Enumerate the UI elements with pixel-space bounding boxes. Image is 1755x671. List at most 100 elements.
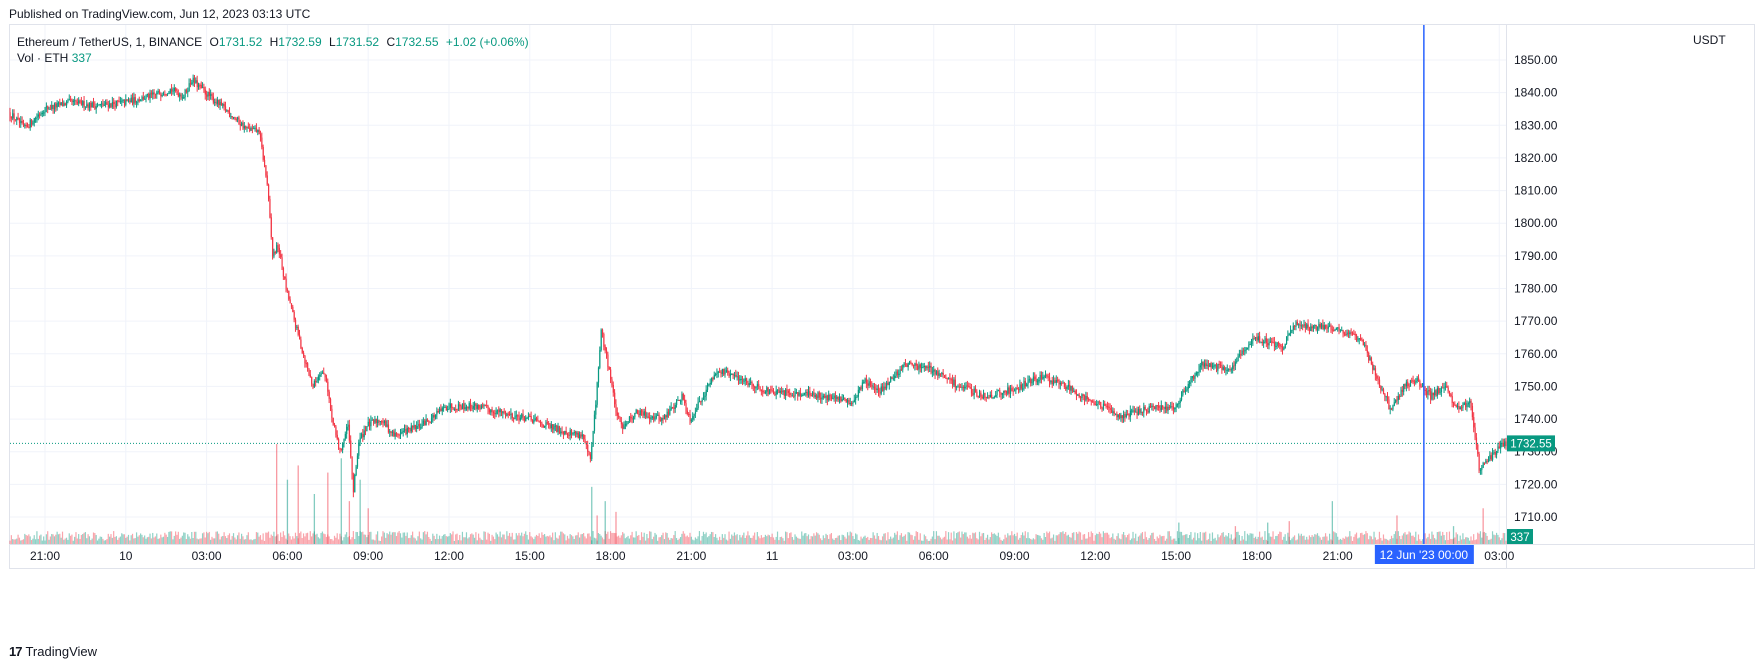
volume-bar (1284, 534, 1286, 544)
volume-bar (40, 534, 42, 544)
candle-body (105, 102, 107, 105)
volume-bar (1145, 537, 1148, 544)
candle-body (340, 448, 342, 451)
price-tick-label: 1780.00 (1514, 282, 1558, 296)
candle-body (961, 386, 963, 388)
volume-bar (247, 532, 249, 544)
candle-body (1412, 380, 1414, 382)
volume-bar (1335, 533, 1337, 544)
volume-bar (556, 537, 558, 544)
candle-body (690, 419, 693, 422)
volume-bar (1087, 532, 1090, 544)
volume-bar (487, 532, 489, 544)
volume-bar (1320, 539, 1323, 544)
candle-body (268, 184, 270, 200)
candle-body (444, 406, 446, 408)
candle-body (1106, 406, 1109, 408)
candle-body (401, 432, 403, 434)
candle-body (219, 101, 221, 106)
volume-bar (1046, 531, 1048, 544)
volume-bar (982, 532, 985, 544)
volume-bar (1275, 536, 1277, 544)
candle-body (1116, 413, 1118, 418)
volume-bar (1263, 539, 1265, 544)
candle-body (809, 391, 811, 395)
candle-body (697, 401, 699, 409)
volume-bar (223, 532, 225, 544)
candle-body (350, 440, 352, 457)
volume-bar (1198, 538, 1200, 544)
volume-bar (588, 533, 590, 544)
volume-bar (99, 536, 101, 544)
candle-body (1206, 364, 1208, 366)
volume-bar (1351, 540, 1354, 544)
candle-body (1275, 346, 1277, 348)
candle-body (927, 366, 930, 368)
symbol-legend[interactable]: Ethereum / TetherUS, 1, BINANCE O1731.52… (17, 34, 529, 50)
candle-body (1032, 376, 1035, 383)
candle-body (459, 404, 461, 407)
volume-bar (1019, 537, 1021, 544)
volume-bar (1236, 531, 1238, 544)
volume-bar (1098, 531, 1100, 544)
volume-bar (188, 536, 190, 544)
candle-body (861, 382, 864, 390)
candle-body (1401, 389, 1404, 392)
candle-body (1074, 390, 1076, 394)
volume-bar (1254, 536, 1257, 544)
candle-body (610, 369, 612, 380)
volume-bar (1322, 536, 1324, 544)
candle-body (234, 117, 236, 120)
volume-bar (405, 535, 407, 544)
volume-bar (189, 538, 192, 544)
candle-body (793, 395, 795, 397)
volume-bar (111, 537, 113, 544)
volume-bar (395, 536, 398, 544)
volume-bar (1345, 536, 1347, 544)
candle-body (486, 405, 488, 407)
volume-bar (61, 531, 64, 544)
candle-body (1428, 390, 1430, 392)
candle-body (1205, 363, 1207, 366)
volume-legend[interactable]: Vol · ETH 337 (17, 51, 92, 65)
symbol-name[interactable]: Ethereum / TetherUS, 1, BINANCE (17, 35, 203, 49)
candle-body (1133, 410, 1136, 412)
volume-bar (364, 534, 367, 544)
time-axis[interactable]: 21:00 10 03:00 06:00 09:00 12:00 15:00 18:00 21:… (30, 549, 1515, 563)
volume-bar (214, 538, 216, 544)
candle-body (1440, 387, 1443, 393)
candle-body (351, 456, 353, 475)
candle-body (395, 432, 398, 434)
volume-bar (166, 536, 169, 544)
volume-bar (736, 534, 738, 544)
candle-body (107, 104, 109, 108)
volume-bar (438, 535, 441, 544)
volume-bar (916, 532, 919, 544)
volume-bar (402, 532, 404, 544)
candle-body (600, 329, 602, 351)
candle-body (1151, 405, 1153, 408)
candle-body (770, 389, 772, 391)
candle-body (970, 388, 973, 394)
tradingview-logo[interactable]: 17 TradingView (9, 644, 97, 659)
volume-bar (84, 532, 87, 544)
candle-body (1439, 392, 1441, 394)
candle-body (1469, 400, 1471, 404)
volume-bar (876, 532, 878, 544)
candle-body (1505, 441, 1507, 447)
candle-body (560, 431, 562, 434)
volume-bar (651, 539, 653, 544)
volume-bar (806, 536, 808, 544)
candle-body (1030, 379, 1032, 384)
candle-body (1031, 382, 1033, 384)
volume-bar (420, 538, 422, 544)
volume-bar (639, 540, 641, 544)
volume-bar (137, 536, 139, 544)
volume-bar (1187, 537, 1189, 544)
candle-body (879, 391, 881, 394)
candle-body (118, 101, 120, 103)
candle-body (639, 410, 641, 416)
candle-body (1318, 324, 1320, 328)
price-axis[interactable]: 1850.001840.001830.001820.001810.001800.… (1514, 53, 1558, 524)
